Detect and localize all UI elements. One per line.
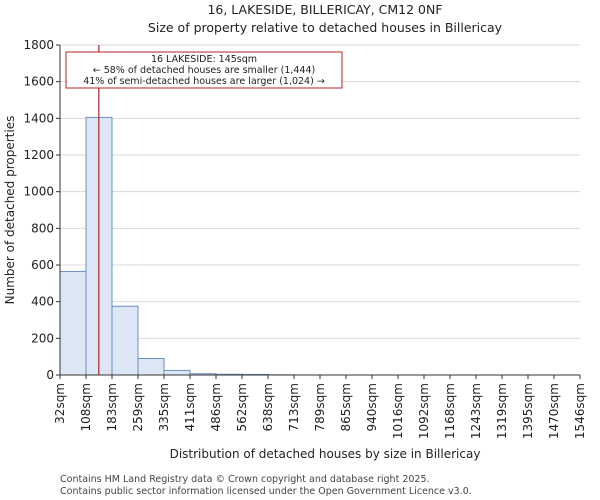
y-tick-label: 200: [31, 331, 54, 345]
bar: [137, 358, 165, 376]
x-tick-label: 335sqm: [157, 383, 171, 431]
x-axis-ticks: 32sqm 108sqm 183sqm 259sqm 335sqm 411sqm 486sq…: [53, 375, 587, 439]
y-axis-label: Number of detached properties: [3, 116, 17, 305]
y-tick-label: 0: [46, 368, 54, 382]
x-axis-label: Distribution of detached houses by size …: [170, 447, 481, 461]
x-tick-label: 259sqm: [131, 383, 145, 431]
x-tick-label: 1243sqm: [469, 383, 483, 439]
x-tick-label: 411sqm: [183, 383, 197, 431]
x-tick-label: 1092sqm: [417, 383, 431, 439]
annotation-line-2: ← 58% of detached houses are smaller (1,…: [93, 65, 316, 76]
bar: [59, 270, 87, 376]
x-tick-label: 32sqm: [53, 383, 67, 424]
chart-title: 16, LAKESIDE, BILLERICAY, CM12 0NF: [207, 2, 442, 17]
bar: [111, 305, 139, 376]
x-tick-label: 1016sqm: [391, 383, 405, 439]
y-tick-label: 600: [31, 258, 54, 272]
x-tick-label: 486sqm: [209, 383, 223, 431]
bars: [59, 116, 295, 376]
footer-line-2: Contains public sector information licen…: [60, 486, 472, 497]
y-tick-label: 1200: [23, 148, 54, 162]
x-tick-label: 183sqm: [105, 383, 119, 431]
y-tick-label: 1600: [23, 75, 54, 89]
footer-line-1: Contains HM Land Registry data © Crown c…: [60, 474, 430, 485]
x-tick-label: 638sqm: [261, 383, 275, 431]
annotation-line-3: 41% of semi-detached houses are larger (…: [83, 76, 325, 87]
x-tick-label: 1546sqm: [573, 383, 587, 439]
y-tick-label: 1800: [23, 38, 54, 52]
y-axis-ticks: 0 200 400 600 800 1000 1200 1400 1600 1800: [23, 38, 60, 382]
x-tick-label: 1470sqm: [547, 383, 561, 439]
x-tick-label: 108sqm: [79, 383, 93, 431]
annotation-box: 16 LAKESIDE: 145sqm ← 58% of detached ho…: [65, 51, 343, 89]
x-tick-label: 865sqm: [339, 383, 353, 431]
annotation-line-1: 16 LAKESIDE: 145sqm: [151, 54, 257, 65]
x-tick-label: 713sqm: [287, 383, 301, 431]
y-tick-label: 1000: [23, 185, 54, 199]
bar: [163, 369, 191, 376]
chart-subtitle: Size of property relative to detached ho…: [148, 20, 503, 35]
x-tick-label: 1168sqm: [443, 383, 457, 439]
x-tick-label: 789sqm: [313, 383, 327, 431]
y-tick-label: 400: [31, 295, 54, 309]
x-tick-label: 1319sqm: [495, 383, 509, 439]
y-tick-label: 1400: [23, 111, 54, 125]
x-tick-label: 1395sqm: [521, 383, 535, 439]
x-tick-label: 562sqm: [235, 383, 249, 431]
y-tick-label: 800: [31, 221, 54, 235]
x-tick-label: 940sqm: [365, 383, 379, 431]
